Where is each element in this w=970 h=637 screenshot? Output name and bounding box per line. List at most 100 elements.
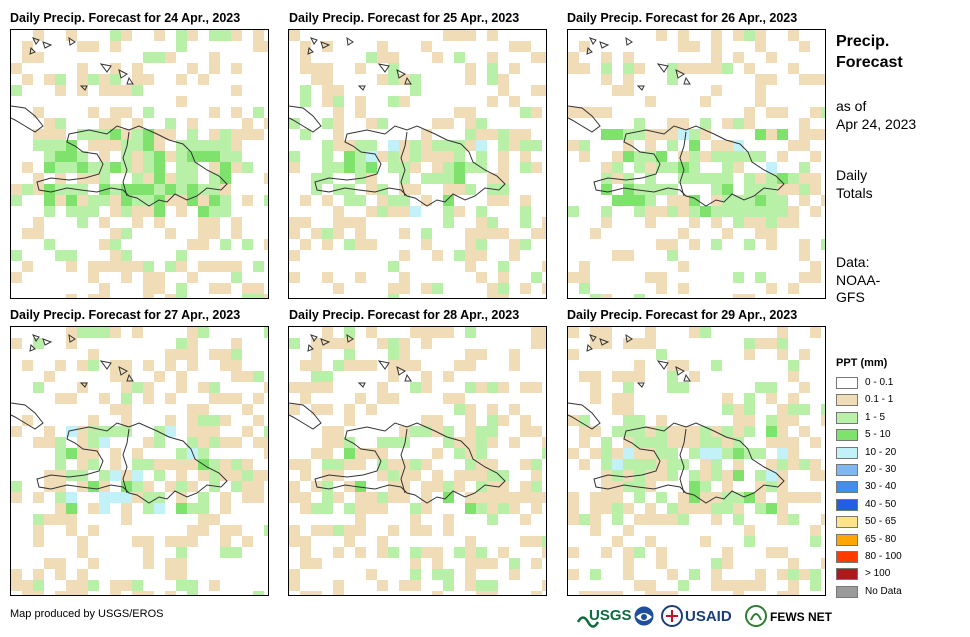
precip-cell — [366, 360, 377, 371]
data-source-line2: NOAA- — [836, 271, 881, 288]
precip-cell — [143, 503, 154, 514]
precip-cell — [33, 107, 44, 118]
bahamas-island — [79, 382, 88, 388]
precip-cell — [766, 283, 777, 294]
precip-cell — [454, 162, 465, 173]
precip-cell — [311, 591, 322, 595]
precip-cell — [487, 437, 498, 448]
precip-cell — [388, 151, 399, 162]
precip-cell — [476, 437, 487, 448]
precip-cell — [733, 415, 744, 426]
precip-cell — [322, 404, 333, 415]
precip-cell — [143, 360, 154, 371]
precip-cell — [689, 448, 700, 459]
precip-cell — [333, 437, 344, 448]
precip-cell — [410, 470, 421, 481]
precip-cell — [231, 63, 242, 74]
precip-cell — [733, 52, 744, 63]
bahamas-island — [118, 69, 128, 79]
precip-cell — [700, 437, 711, 448]
precip-cell — [132, 63, 143, 74]
precip-cell — [333, 162, 344, 173]
precip-cell — [187, 129, 198, 140]
precip-cell — [220, 195, 231, 206]
precip-cell — [154, 206, 165, 217]
precip-cell — [821, 415, 825, 426]
precip-cell — [44, 481, 55, 492]
precip-cell — [678, 206, 689, 217]
precip-cell — [821, 195, 825, 206]
precip-cell — [421, 547, 432, 558]
precip-cell — [520, 162, 531, 173]
precip-cell — [209, 470, 220, 481]
fewsnet-logo-text: FEWS NET — [770, 610, 832, 624]
precip-cell — [198, 239, 209, 250]
precip-cell — [733, 404, 744, 415]
precip-cell — [465, 30, 476, 41]
precip-cell — [432, 591, 443, 595]
precip-cell — [242, 195, 253, 206]
precip-cell — [766, 503, 777, 514]
precip-cell — [344, 195, 355, 206]
precip-cell — [799, 74, 810, 85]
precip-cell — [66, 525, 77, 536]
precip-cell — [777, 349, 788, 360]
precip-cell — [333, 470, 344, 481]
precip-cell — [799, 569, 810, 580]
agency-logos: USGS USAID FEWS NET — [576, 602, 833, 632]
precip-cell — [110, 459, 121, 470]
precip-cell — [176, 151, 187, 162]
precip-cell — [744, 30, 755, 41]
precip-cell — [498, 74, 509, 85]
precip-cell — [711, 206, 722, 217]
precip-cell — [333, 206, 344, 217]
precip-cell — [799, 404, 810, 415]
precip-cell — [498, 470, 509, 481]
precip-cell — [33, 580, 44, 591]
precip-cell — [311, 503, 322, 514]
precip-cell — [176, 96, 187, 107]
precip-cell — [209, 52, 220, 63]
precip-cell — [231, 459, 242, 470]
precip-cell — [154, 184, 165, 195]
precip-cell — [176, 580, 187, 591]
precip-cell — [121, 371, 132, 382]
precip-cell — [601, 74, 612, 85]
precip-cell — [700, 459, 711, 470]
precip-cell — [656, 129, 667, 140]
precip-cell — [220, 415, 231, 426]
precip-cell — [355, 195, 366, 206]
precip-cell — [77, 63, 88, 74]
precip-cell — [689, 492, 700, 503]
precip-cell — [300, 96, 311, 107]
precip-cell — [777, 470, 788, 481]
precip-cell — [678, 360, 689, 371]
precip-cell — [344, 481, 355, 492]
precip-cell — [110, 371, 121, 382]
precip-cell — [634, 360, 645, 371]
precip-cell — [132, 118, 143, 129]
precip-cell — [66, 393, 77, 404]
precip-cell — [476, 118, 487, 129]
precip-cell — [311, 448, 322, 459]
precip-cell — [344, 525, 355, 536]
precip-cell — [132, 481, 143, 492]
precip-cell — [623, 74, 634, 85]
precip-cell — [645, 272, 656, 283]
precip-cell — [509, 41, 520, 52]
precip-cell — [220, 459, 231, 470]
precip-cell — [99, 261, 110, 272]
precip-cell — [476, 129, 487, 140]
precip-cell — [88, 349, 99, 360]
precip-cell — [612, 162, 623, 173]
precip-cell — [645, 129, 656, 140]
precip-cell — [623, 448, 634, 459]
precip-cell — [154, 459, 165, 470]
precip-cell — [788, 63, 799, 74]
precip-cell — [110, 228, 121, 239]
precip-cell — [198, 206, 209, 217]
precip-cell — [410, 525, 421, 536]
precip-cell — [11, 272, 22, 283]
bahamas-island — [307, 343, 314, 352]
precip-cell — [11, 85, 22, 96]
